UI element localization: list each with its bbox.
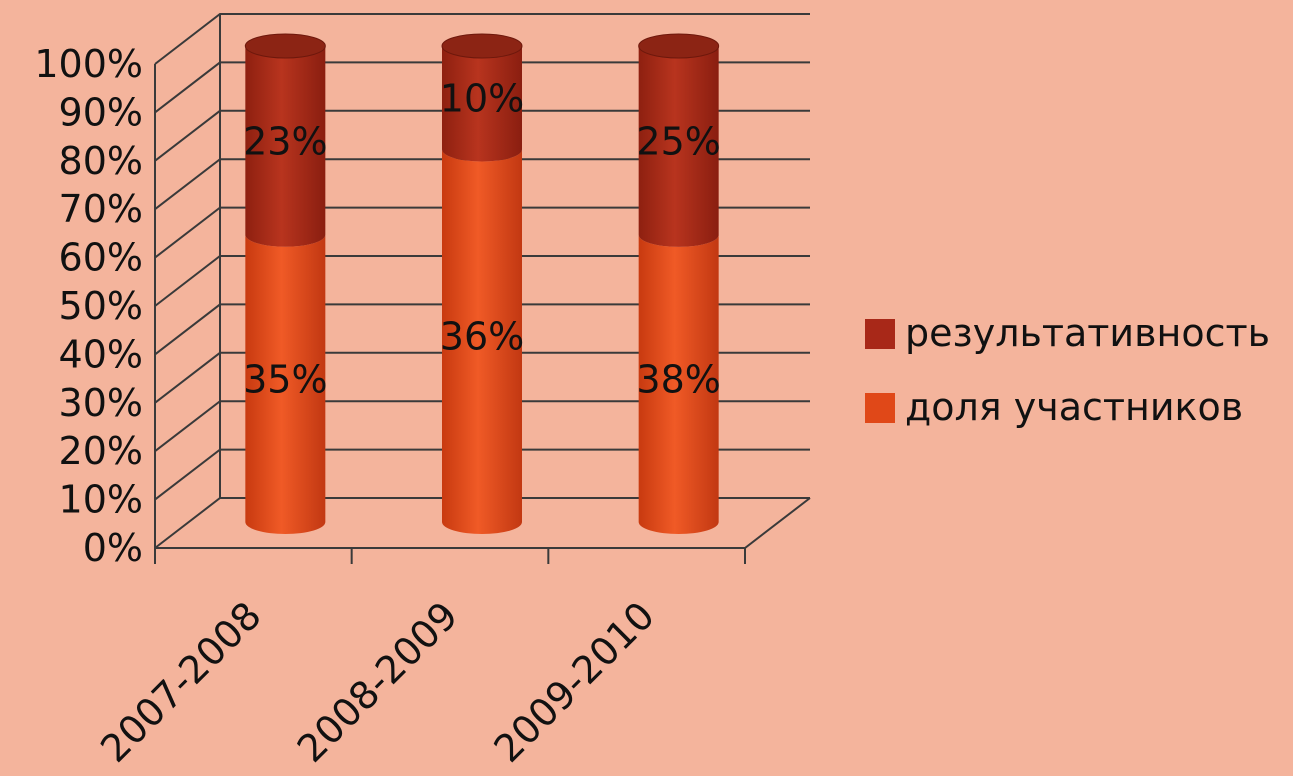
data-label-2-1: 25% <box>636 119 720 163</box>
y-tick-label: 60% <box>59 236 143 280</box>
y-axis-ticks: 0%10% 20%30% 40%50%60% 70%80% 90%100% <box>34 42 143 570</box>
x-category-label: 2007-2008 <box>92 593 270 771</box>
y-tick-label: 20% <box>59 429 143 473</box>
data-label-0-1: 23% <box>243 119 327 163</box>
bar-segment-1-1 <box>442 46 522 162</box>
legend-label: результативность <box>905 311 1270 355</box>
legend-swatch <box>865 319 895 349</box>
x-category-label: 2009-2010 <box>485 593 663 771</box>
chart-legend: результативность доля участников <box>865 311 1270 429</box>
data-label-0-0: 35% <box>243 357 327 401</box>
bar-top-cap-0 <box>244 33 326 59</box>
bar-segment-2-0 <box>638 234 719 534</box>
bar-segment-1-0 <box>442 149 522 534</box>
y-tick-label: 80% <box>59 139 143 183</box>
y-tick-label: 50% <box>59 284 143 328</box>
x-category-label: 2008-2009 <box>289 593 467 771</box>
y-tick-label: 0% <box>83 526 143 570</box>
legend-swatch <box>865 393 895 423</box>
y-tick-label: 100% <box>34 42 143 86</box>
bar-top-cap-1 <box>441 33 523 59</box>
bar-segment-0-1 <box>245 46 326 247</box>
data-label-1-0: 36% <box>440 315 524 359</box>
y-tick-label: 10% <box>59 478 143 522</box>
x-axis-categories: 2007-2008 2008-2009 2009-2010 <box>92 593 663 771</box>
y-tick-label: 70% <box>59 187 143 231</box>
chart-axes <box>154 14 811 564</box>
y-tick-label: 30% <box>59 381 143 425</box>
legend-label: доля участников <box>905 385 1243 429</box>
bar-segment-0-0 <box>245 234 326 535</box>
bar-top-cap-2 <box>638 33 720 59</box>
y-tick-label: 40% <box>59 332 143 376</box>
data-label-2-0: 38% <box>636 357 720 401</box>
chart-bars: 35% 23% 36% 10% 38% 25% <box>243 33 721 535</box>
y-tick-label: 90% <box>59 90 143 134</box>
data-label-1-1: 10% <box>440 77 524 121</box>
bar-segment-2-1 <box>638 46 719 247</box>
